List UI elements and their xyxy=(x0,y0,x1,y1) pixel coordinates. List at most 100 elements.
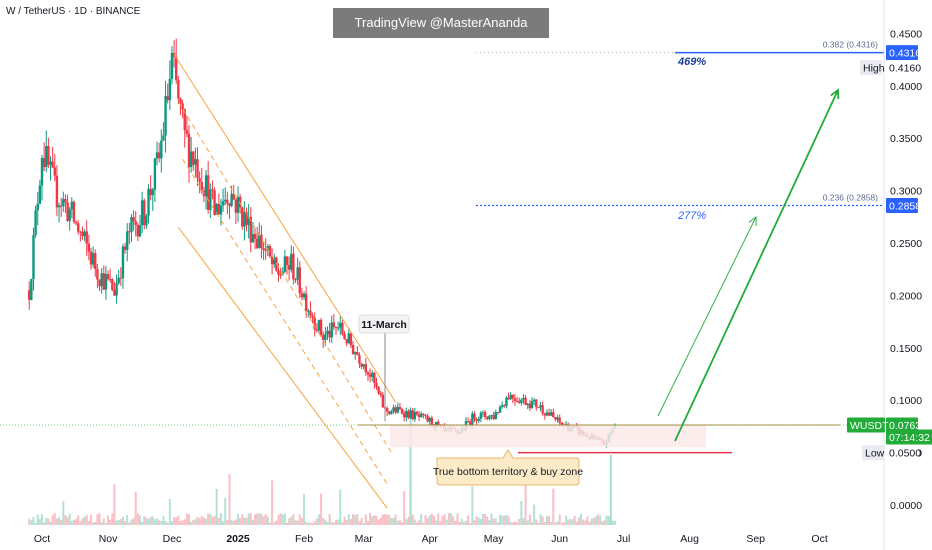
volume-bar xyxy=(509,521,512,525)
volume-bar xyxy=(428,515,431,525)
candle-body xyxy=(328,330,331,338)
volume-bar xyxy=(362,522,365,525)
volume-bar xyxy=(100,522,103,525)
volume-bar xyxy=(307,522,310,525)
candle-body xyxy=(270,256,274,265)
candle-body xyxy=(304,293,308,312)
volume-bar xyxy=(305,521,308,525)
candle-body xyxy=(420,413,423,417)
candle-body xyxy=(509,394,512,400)
volume-bar xyxy=(475,516,478,525)
candle-body xyxy=(339,322,342,328)
volume-bar xyxy=(102,518,105,525)
volume-bar xyxy=(335,520,337,525)
volume-bar xyxy=(326,521,329,525)
candle-body xyxy=(336,327,340,329)
volume-bar xyxy=(364,514,367,525)
volume-bar xyxy=(300,517,303,525)
candle-body xyxy=(477,418,480,421)
candle-body xyxy=(283,256,287,272)
candle-body xyxy=(317,319,321,331)
candle-body xyxy=(53,167,56,176)
candle-body xyxy=(294,279,297,281)
volume-bar xyxy=(524,479,527,525)
candle-body xyxy=(134,221,137,225)
candle-body xyxy=(330,322,333,338)
candle-body xyxy=(475,419,478,421)
channel-upper-line xyxy=(173,54,397,403)
candle-body xyxy=(500,405,504,408)
volume-bar xyxy=(590,518,593,525)
volume-bar xyxy=(262,516,265,525)
candle-body xyxy=(513,398,517,401)
candle-body xyxy=(398,406,402,410)
volume-bar xyxy=(396,520,399,525)
candle-body xyxy=(157,152,161,159)
candle-body xyxy=(136,224,140,237)
candle-body xyxy=(49,161,52,165)
candle-body xyxy=(28,290,31,300)
candle-body xyxy=(469,421,472,426)
volume-bar xyxy=(141,521,144,525)
volume-bar xyxy=(592,517,595,525)
volume-bar xyxy=(573,516,576,525)
volume-bar xyxy=(597,514,600,525)
volume-bar xyxy=(599,515,602,525)
volume-bar xyxy=(577,517,580,525)
candle-body xyxy=(70,201,74,210)
volume-bar xyxy=(283,513,286,525)
volume-bar xyxy=(113,484,116,525)
volume-bar xyxy=(183,519,186,525)
countdown-tag: 07:14:32 xyxy=(889,432,930,444)
volume-bar xyxy=(394,514,397,525)
volume-bar xyxy=(492,518,495,525)
candle-body xyxy=(422,413,425,415)
volume-spike xyxy=(409,415,412,525)
volume-bar xyxy=(503,515,506,525)
volume-bar xyxy=(501,515,504,525)
time-tick-label: Mar xyxy=(355,533,374,545)
volume-bar xyxy=(377,519,380,525)
candle-body xyxy=(198,178,201,183)
channel-mid-line xyxy=(182,158,388,485)
volume-bar xyxy=(499,514,502,525)
volume-bar xyxy=(360,518,363,525)
candle-body xyxy=(345,339,348,344)
candle-body xyxy=(234,199,238,213)
volume-bar xyxy=(384,514,386,525)
candle-body xyxy=(211,189,214,191)
volume-bar xyxy=(328,514,331,525)
candle-body xyxy=(111,279,114,290)
volume-bar xyxy=(354,515,357,525)
volume-bar xyxy=(418,520,421,525)
fib-0236-tag-bg xyxy=(886,197,918,213)
volume-bar xyxy=(430,513,433,525)
candle-body xyxy=(177,80,180,99)
volume-bar xyxy=(28,518,31,525)
price-tick-label: 0.3500 xyxy=(890,133,922,145)
high-value-tag-bg xyxy=(886,60,918,76)
candle-body xyxy=(466,421,470,423)
volume-bar xyxy=(170,521,173,525)
volume-bar xyxy=(38,518,41,525)
candle-body xyxy=(415,411,419,415)
candle-body xyxy=(68,209,71,221)
volume-bar xyxy=(426,518,429,525)
time-tick-label: Oct xyxy=(811,533,827,545)
volume-bar xyxy=(518,518,521,525)
candle-body xyxy=(219,205,223,215)
volume-bar xyxy=(279,513,282,525)
candle-body xyxy=(77,223,80,232)
volume-bar xyxy=(241,514,244,525)
candle-body xyxy=(375,383,378,387)
candle-body xyxy=(238,196,242,208)
last-price-tag: 0.0763 xyxy=(889,420,921,432)
buy-zone-callout xyxy=(436,449,580,486)
candle-body xyxy=(522,397,525,400)
candle-body xyxy=(360,363,363,367)
candle-body xyxy=(255,238,259,248)
candle-body xyxy=(277,270,280,275)
volume-bar xyxy=(251,519,254,525)
volume-bar xyxy=(516,522,519,525)
